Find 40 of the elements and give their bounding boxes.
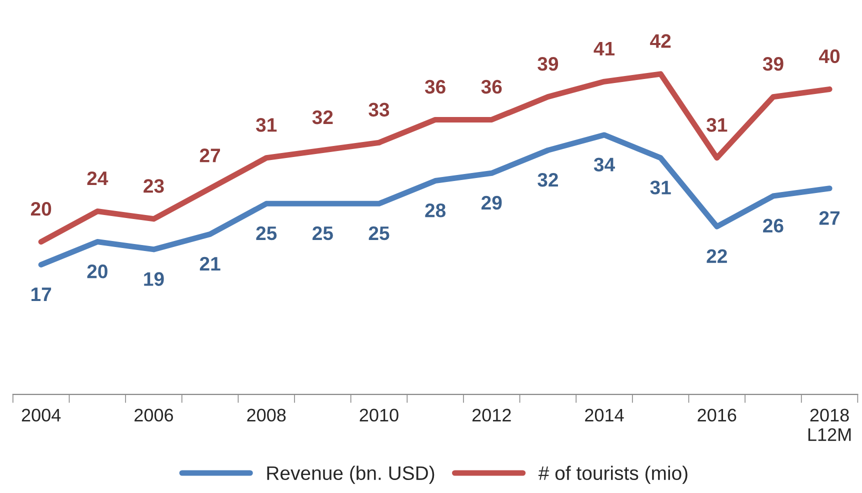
data-label: 28	[425, 204, 446, 218]
data-label: 17	[32, 288, 52, 302]
x-tick-label: 2004	[22, 408, 61, 422]
data-label: 27	[819, 211, 840, 225]
data-label: 39	[538, 57, 558, 71]
legend-label: Revenue (bn. USD)	[267, 466, 434, 484]
data-label: 41	[594, 42, 615, 56]
data-label: 20	[30, 202, 52, 216]
data-label: 27	[200, 148, 220, 162]
data-label: 31	[706, 118, 728, 132]
data-label: 36	[424, 80, 446, 94]
data-label: 22	[706, 249, 727, 263]
x-tick-label: 2018 L12M	[808, 408, 851, 441]
x-tick-label: 2012	[472, 408, 511, 422]
x-tick-label: 2016	[698, 408, 736, 422]
data-label: 24	[87, 171, 108, 186]
x-tick-label: 2008	[247, 408, 286, 422]
x-tick-label: 2010	[360, 408, 398, 422]
x-tick-label: 2006	[134, 408, 174, 422]
data-label: 39	[762, 57, 784, 71]
data-label: 23	[144, 179, 164, 193]
data-label: 21	[200, 256, 220, 270]
data-label: 25	[312, 226, 333, 240]
data-label: 31	[256, 118, 277, 132]
data-label: 31	[650, 180, 671, 194]
x-tick-label: 2014	[585, 408, 624, 422]
data-label: 40	[819, 49, 840, 64]
data-label: 32	[538, 172, 558, 187]
legend-label: # of tourists (mio)	[538, 466, 688, 484]
data-label: 20	[87, 264, 108, 278]
data-label: 32	[312, 110, 333, 124]
data-label: 42	[650, 34, 671, 48]
data-label: 34	[594, 158, 615, 172]
data-label: 26	[763, 218, 784, 233]
data-label: 33	[368, 102, 390, 117]
data-label: 36	[481, 80, 502, 94]
data-label: 19	[144, 272, 164, 286]
data-label: 29	[481, 196, 502, 210]
data-label: 25	[256, 226, 277, 240]
data-label: 25	[368, 226, 390, 240]
